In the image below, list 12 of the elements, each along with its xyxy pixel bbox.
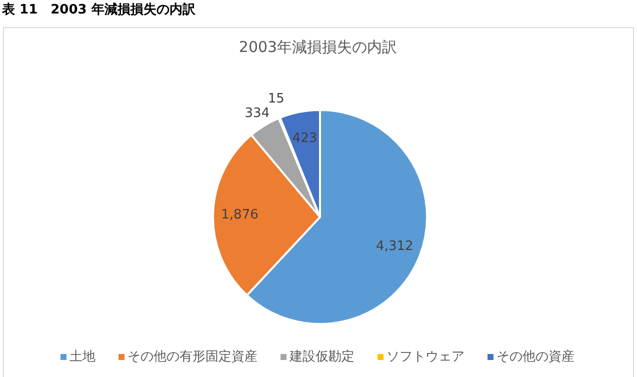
data-label: 4,312: [376, 238, 414, 254]
chart-title: 2003年減損損失の内訳: [238, 38, 398, 56]
legend-label: その他の資産: [496, 348, 574, 365]
legend-label: その他の有形固定資産: [128, 348, 258, 365]
legend-label: 土地: [70, 350, 96, 365]
text: 表 11 2003 年減損損失の内訳: [1, 2, 196, 18]
data-label: 1,876: [221, 207, 258, 222]
data-label: 334: [244, 106, 270, 122]
legend-label: 建設仮勘定: [288, 350, 354, 365]
data-label: 423: [292, 130, 318, 146]
legend-label: ソフトウェア: [386, 350, 464, 365]
data-label: 15: [268, 92, 284, 107]
